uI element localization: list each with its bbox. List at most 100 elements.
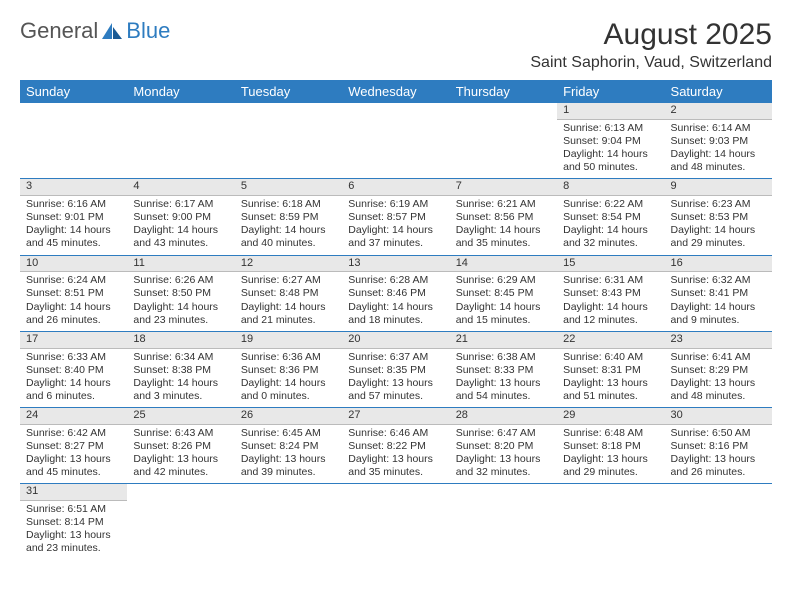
sail-icon xyxy=(100,21,124,41)
day-info-cell: Sunrise: 6:33 AMSunset: 8:40 PMDaylight:… xyxy=(20,348,127,408)
day-header: Thursday xyxy=(450,80,557,103)
day-info-cell: Sunrise: 6:45 AMSunset: 8:24 PMDaylight:… xyxy=(235,424,342,484)
day-header: Friday xyxy=(557,80,664,103)
day-number-cell: 5 xyxy=(235,179,342,196)
sunset-text: Sunset: 8:29 PM xyxy=(671,364,766,377)
daynum-row: 12 xyxy=(20,103,772,119)
sunset-text: Sunset: 8:41 PM xyxy=(671,287,766,300)
day-info-cell: Sunrise: 6:38 AMSunset: 8:33 PMDaylight:… xyxy=(450,348,557,408)
day-info-cell: Sunrise: 6:27 AMSunset: 8:48 PMDaylight:… xyxy=(235,272,342,332)
day-info-cell: Sunrise: 6:13 AMSunset: 9:04 PMDaylight:… xyxy=(557,119,664,179)
day-info-cell xyxy=(342,501,449,560)
daylight-text: Daylight: 14 hours and 40 minutes. xyxy=(241,224,336,250)
day-number-cell: 21 xyxy=(450,331,557,348)
day-info-cell xyxy=(450,119,557,179)
day-number-cell: 12 xyxy=(235,255,342,272)
daylight-text: Daylight: 14 hours and 43 minutes. xyxy=(133,224,228,250)
day-info-cell: Sunrise: 6:17 AMSunset: 9:00 PMDaylight:… xyxy=(127,196,234,256)
daylight-text: Daylight: 14 hours and 48 minutes. xyxy=(671,148,766,174)
info-row: Sunrise: 6:13 AMSunset: 9:04 PMDaylight:… xyxy=(20,119,772,179)
day-info-cell xyxy=(450,501,557,560)
sunrise-text: Sunrise: 6:45 AM xyxy=(241,427,336,440)
day-header: Wednesday xyxy=(342,80,449,103)
daylight-text: Daylight: 13 hours and 45 minutes. xyxy=(26,453,121,479)
daylight-text: Daylight: 14 hours and 3 minutes. xyxy=(133,377,228,403)
sunset-text: Sunset: 8:14 PM xyxy=(26,516,121,529)
day-info-cell: Sunrise: 6:22 AMSunset: 8:54 PMDaylight:… xyxy=(557,196,664,256)
sunset-text: Sunset: 8:27 PM xyxy=(26,440,121,453)
sunrise-text: Sunrise: 6:38 AM xyxy=(456,351,551,364)
day-info-cell: Sunrise: 6:41 AMSunset: 8:29 PMDaylight:… xyxy=(665,348,772,408)
sunset-text: Sunset: 8:16 PM xyxy=(671,440,766,453)
day-number-cell xyxy=(450,484,557,501)
title-block: August 2025 Saint Saphorin, Vaud, Switze… xyxy=(530,18,772,72)
sunrise-text: Sunrise: 6:50 AM xyxy=(671,427,766,440)
day-number-cell: 9 xyxy=(665,179,772,196)
day-info-cell: Sunrise: 6:28 AMSunset: 8:46 PMDaylight:… xyxy=(342,272,449,332)
day-number-cell: 29 xyxy=(557,408,664,425)
sunset-text: Sunset: 9:04 PM xyxy=(563,135,658,148)
day-info-cell xyxy=(665,501,772,560)
daylight-text: Daylight: 13 hours and 51 minutes. xyxy=(563,377,658,403)
day-number-cell: 25 xyxy=(127,408,234,425)
day-info-cell: Sunrise: 6:29 AMSunset: 8:45 PMDaylight:… xyxy=(450,272,557,332)
sunset-text: Sunset: 8:57 PM xyxy=(348,211,443,224)
day-number-cell: 16 xyxy=(665,255,772,272)
daynum-row: 3456789 xyxy=(20,179,772,196)
day-number-cell: 23 xyxy=(665,331,772,348)
day-info-cell: Sunrise: 6:16 AMSunset: 9:01 PMDaylight:… xyxy=(20,196,127,256)
sunset-text: Sunset: 8:56 PM xyxy=(456,211,551,224)
info-row: Sunrise: 6:51 AMSunset: 8:14 PMDaylight:… xyxy=(20,501,772,560)
sunrise-text: Sunrise: 6:34 AM xyxy=(133,351,228,364)
daylight-text: Daylight: 14 hours and 37 minutes. xyxy=(348,224,443,250)
sunrise-text: Sunrise: 6:24 AM xyxy=(26,274,121,287)
day-number-cell: 14 xyxy=(450,255,557,272)
sunset-text: Sunset: 8:48 PM xyxy=(241,287,336,300)
day-info-cell: Sunrise: 6:19 AMSunset: 8:57 PMDaylight:… xyxy=(342,196,449,256)
info-row: Sunrise: 6:16 AMSunset: 9:01 PMDaylight:… xyxy=(20,196,772,256)
day-number-cell: 2 xyxy=(665,103,772,119)
day-number-cell: 4 xyxy=(127,179,234,196)
sunrise-text: Sunrise: 6:22 AM xyxy=(563,198,658,211)
daylight-text: Daylight: 14 hours and 15 minutes. xyxy=(456,301,551,327)
sunrise-text: Sunrise: 6:36 AM xyxy=(241,351,336,364)
day-number-cell xyxy=(450,103,557,119)
day-info-cell: Sunrise: 6:23 AMSunset: 8:53 PMDaylight:… xyxy=(665,196,772,256)
daylight-text: Daylight: 13 hours and 54 minutes. xyxy=(456,377,551,403)
daylight-text: Daylight: 13 hours and 35 minutes. xyxy=(348,453,443,479)
day-info-cell xyxy=(235,119,342,179)
sunrise-text: Sunrise: 6:16 AM xyxy=(26,198,121,211)
daylight-text: Daylight: 14 hours and 23 minutes. xyxy=(133,301,228,327)
day-number-cell xyxy=(342,484,449,501)
daylight-text: Daylight: 13 hours and 26 minutes. xyxy=(671,453,766,479)
day-number-cell: 6 xyxy=(342,179,449,196)
daylight-text: Daylight: 14 hours and 18 minutes. xyxy=(348,301,443,327)
month-title: August 2025 xyxy=(530,18,772,52)
sunset-text: Sunset: 8:54 PM xyxy=(563,211,658,224)
day-number-cell: 28 xyxy=(450,408,557,425)
day-number-cell: 26 xyxy=(235,408,342,425)
day-number-cell: 7 xyxy=(450,179,557,196)
day-info-cell xyxy=(127,501,234,560)
day-number-cell: 13 xyxy=(342,255,449,272)
day-number-cell xyxy=(127,103,234,119)
day-header: Tuesday xyxy=(235,80,342,103)
sunrise-text: Sunrise: 6:46 AM xyxy=(348,427,443,440)
sunset-text: Sunset: 8:26 PM xyxy=(133,440,228,453)
daylight-text: Daylight: 14 hours and 29 minutes. xyxy=(671,224,766,250)
sunset-text: Sunset: 8:46 PM xyxy=(348,287,443,300)
day-number-cell: 11 xyxy=(127,255,234,272)
daylight-text: Daylight: 13 hours and 42 minutes. xyxy=(133,453,228,479)
day-info-cell: Sunrise: 6:37 AMSunset: 8:35 PMDaylight:… xyxy=(342,348,449,408)
day-header: Monday xyxy=(127,80,234,103)
sunset-text: Sunset: 8:22 PM xyxy=(348,440,443,453)
daynum-row: 31 xyxy=(20,484,772,501)
day-info-cell: Sunrise: 6:26 AMSunset: 8:50 PMDaylight:… xyxy=(127,272,234,332)
sunset-text: Sunset: 8:33 PM xyxy=(456,364,551,377)
day-info-cell: Sunrise: 6:31 AMSunset: 8:43 PMDaylight:… xyxy=(557,272,664,332)
info-row: Sunrise: 6:33 AMSunset: 8:40 PMDaylight:… xyxy=(20,348,772,408)
logo-text-blue: Blue xyxy=(126,18,170,44)
sunset-text: Sunset: 8:40 PM xyxy=(26,364,121,377)
day-info-cell xyxy=(342,119,449,179)
daylight-text: Daylight: 13 hours and 29 minutes. xyxy=(563,453,658,479)
